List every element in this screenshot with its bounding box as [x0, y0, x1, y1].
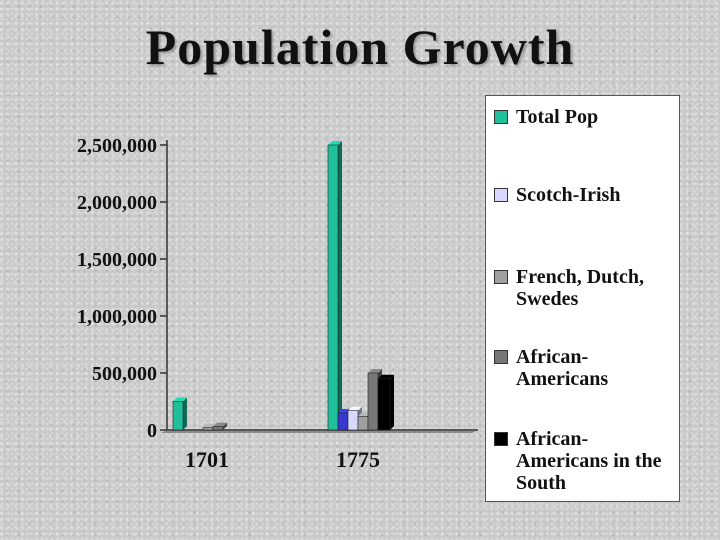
- y-tick-label: 1,500,000: [77, 249, 157, 271]
- legend-label-african-americans-south: African-Americans in the South: [516, 428, 662, 494]
- legend-item-total-pop: Total Pop: [494, 106, 679, 128]
- y-tick-label: 2,000,000: [77, 192, 157, 214]
- chart-title: Population Growth: [145, 19, 575, 75]
- legend-swatch-african-americans: [494, 350, 508, 364]
- y-tick-label: 1,000,000: [77, 306, 157, 328]
- tick-labels: 0 500,000 1,000,000 1,500,000 2,000,000 2,500…: [77, 135, 380, 472]
- x-tick-label: 1775: [336, 447, 380, 472]
- legend-item-scotch-irish: Scotch-Irish: [494, 184, 679, 206]
- legend-swatch-african-americans-south: [494, 432, 508, 446]
- legend-swatch-french-dutch-swedes: [494, 270, 508, 284]
- legend-label-scotch-irish: Scotch-Irish: [516, 184, 621, 206]
- legend-swatch-total-pop: [494, 110, 508, 124]
- axes: [160, 140, 478, 433]
- bars: [172, 141, 394, 431]
- legend-label-french-dutch-swedes: French, Dutch, Swedes: [516, 266, 644, 310]
- legend-swatch-scotch-irish: [494, 188, 508, 202]
- legend-item-african-americans-south: African-Americans in the South: [494, 428, 679, 494]
- legend-item-french-dutch-swedes: French, Dutch, Swedes: [494, 266, 679, 310]
- bar-1775-total-pop: [327, 141, 342, 431]
- bar-1701-african-americans: [212, 422, 227, 431]
- legend-label-african-americans: African-Americans: [516, 346, 609, 390]
- bar-1701-total-pop: [172, 397, 187, 431]
- y-tick-label: 500,000: [92, 363, 157, 385]
- legend-label-total-pop: Total Pop: [516, 106, 599, 128]
- x-tick-label: 1701: [185, 447, 229, 472]
- legend: Total Pop Scotch-Irish French, Dutch, Sw…: [485, 95, 680, 502]
- y-tick-label: 2,500,000: [77, 135, 157, 157]
- legend-item-african-americans: African-Americans: [494, 346, 679, 390]
- bar-1775-african-americans-south: [377, 374, 394, 431]
- y-tick-label: 0: [147, 420, 157, 442]
